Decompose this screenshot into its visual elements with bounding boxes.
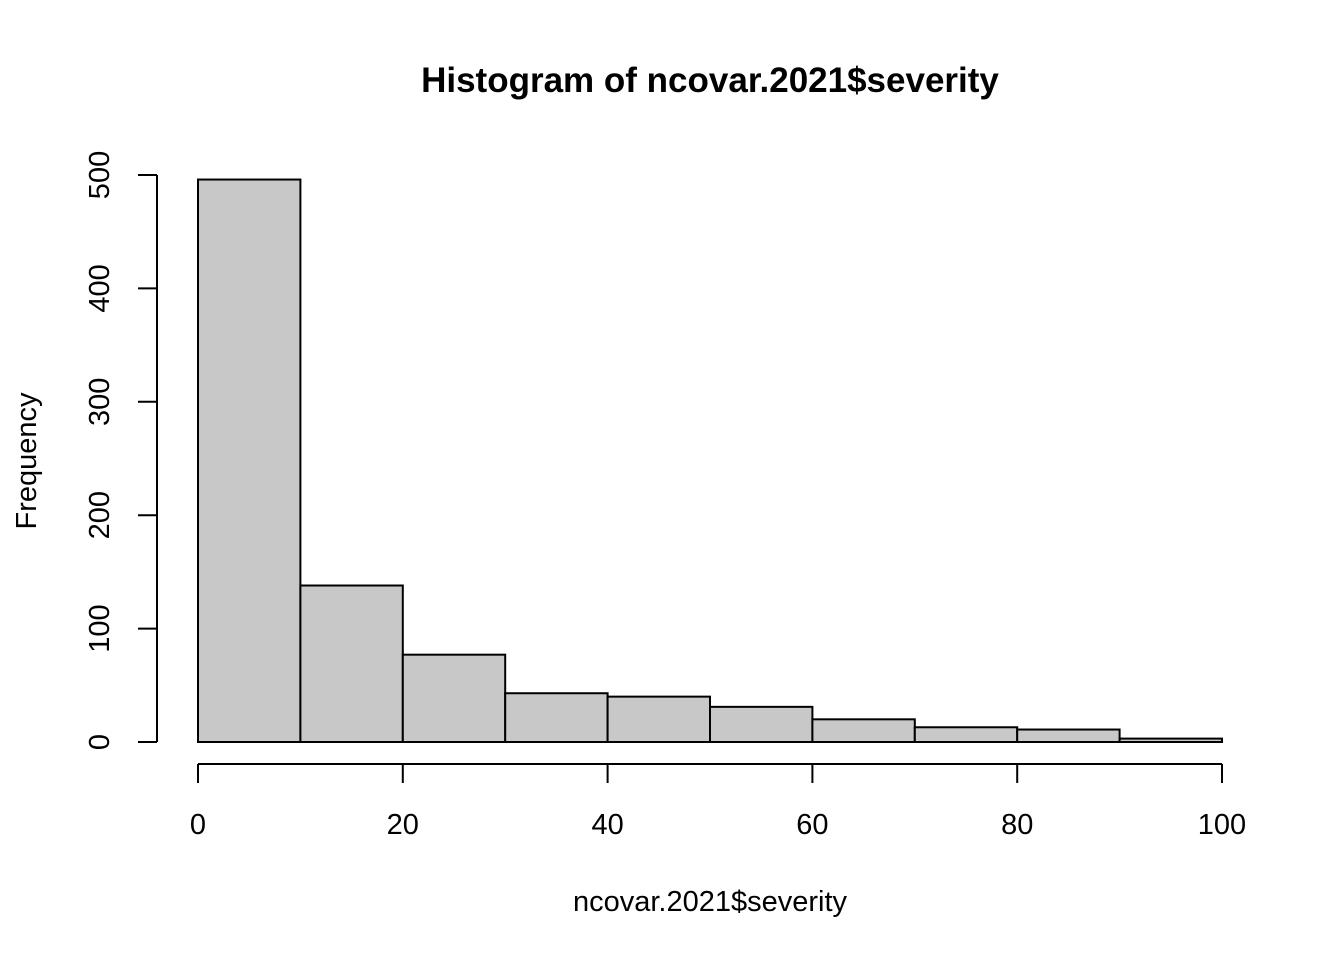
x-axis: 0 20 40 60 80 100	[190, 763, 1246, 841]
y-axis-label: Frequency	[11, 392, 43, 530]
x-tick-label: 100	[1198, 809, 1246, 841]
x-tick-label: 80	[1001, 809, 1033, 841]
x-axis-label: ncovar.2021$severity	[573, 886, 848, 918]
histogram-bar	[299, 584, 404, 743]
histogram-bar	[913, 726, 1019, 743]
histogram-bar	[401, 653, 507, 744]
histogram-bar	[1016, 728, 1121, 744]
histogram-bar	[709, 705, 814, 744]
chart-title: Histogram of ncovar.2021$severity	[421, 61, 999, 100]
y-tick-label: 300	[84, 378, 116, 426]
histogram-bar	[197, 178, 302, 743]
x-tick-label: 40	[591, 809, 623, 841]
histogram-bar	[811, 718, 916, 744]
y-tick-label: 0	[84, 734, 116, 750]
histogram-bar	[504, 692, 609, 743]
y-tick-label: 200	[84, 491, 116, 539]
y-tick-label: 100	[84, 604, 116, 652]
histogram-bar	[606, 695, 711, 744]
x-tick-label: 0	[190, 809, 206, 841]
y-tick-label: 500	[84, 151, 116, 199]
x-tick-label: 60	[796, 809, 828, 841]
y-tick-label: 400	[84, 264, 116, 312]
y-axis: 0 100 200 300 400 500	[84, 151, 158, 750]
histogram-bar	[1118, 737, 1223, 744]
x-tick-label: 20	[387, 809, 419, 841]
bars-group	[197, 178, 1223, 744]
